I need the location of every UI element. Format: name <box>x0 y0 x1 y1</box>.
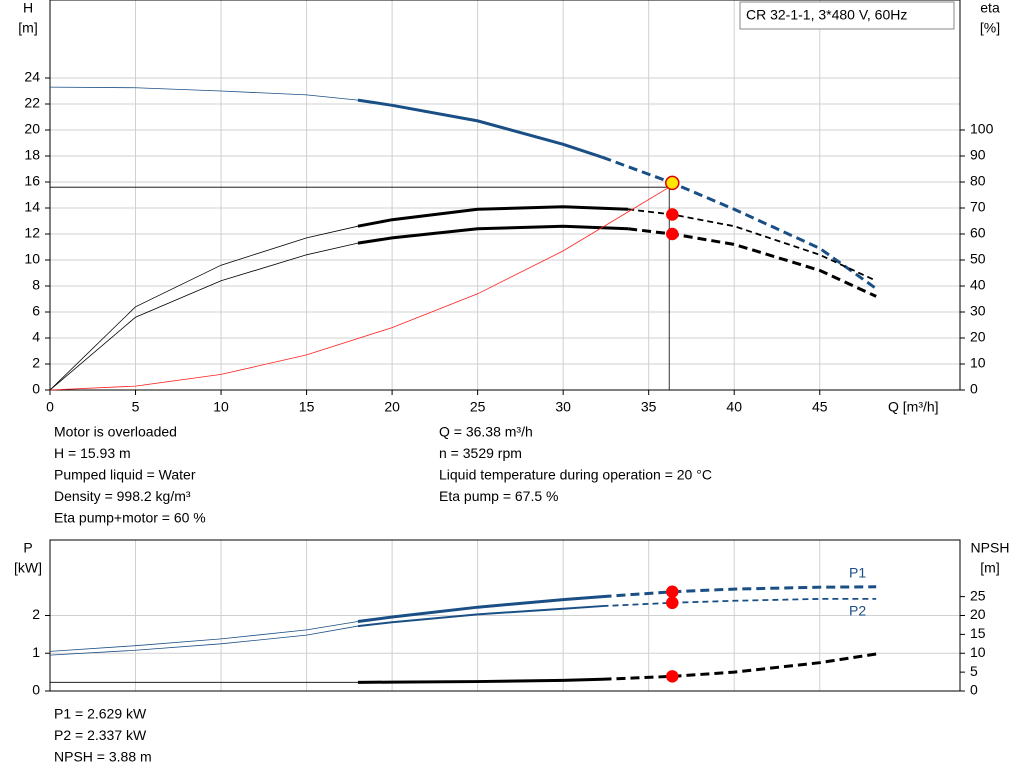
y2-tick-label: 20 <box>970 606 986 622</box>
operating-point <box>666 227 679 241</box>
curve <box>357 595 603 624</box>
curve <box>49 186 670 391</box>
operating-point <box>666 585 679 599</box>
y2-tick-label: 60 <box>970 225 986 241</box>
x-tick-label: 5 <box>132 399 140 415</box>
x-tick-label: 35 <box>641 399 657 415</box>
y2-tick-label: 100 <box>970 121 994 137</box>
y-axis-unit: [m] <box>18 20 37 36</box>
curve <box>627 227 877 298</box>
y2-tick-label: 10 <box>970 644 986 660</box>
info-text: H = 15.93 m <box>54 445 131 461</box>
y2-tick-label: 10 <box>970 355 986 371</box>
x-tick-label: 25 <box>470 399 486 415</box>
curve <box>357 98 603 159</box>
y-axis-label: P <box>23 540 32 556</box>
y2-tick-label: 70 <box>970 199 986 215</box>
x-tick-label: 20 <box>384 399 400 415</box>
y-tick-label: 6 <box>32 303 40 319</box>
curve <box>357 205 629 228</box>
info-text: P2 = 2.337 kW <box>54 727 147 743</box>
curve <box>49 86 358 101</box>
y2-tick-label: 50 <box>970 251 986 267</box>
x-tick-label: 15 <box>299 399 315 415</box>
y-tick-label: 10 <box>24 251 40 267</box>
x-tick-label: 30 <box>555 399 571 415</box>
y2-tick-label: 40 <box>970 277 986 293</box>
info-text: Eta pump+motor = 60 % <box>54 510 206 526</box>
y2-tick-label: 0 <box>970 682 978 698</box>
y-tick-label: 24 <box>24 69 40 85</box>
y-axis-unit: [kW] <box>14 560 42 576</box>
x-tick-label: 40 <box>726 399 742 415</box>
info-text: Motor is overloaded <box>54 424 177 440</box>
y-tick-label: 0 <box>32 381 40 397</box>
series-label: P1 <box>849 565 866 581</box>
curve <box>628 208 877 282</box>
curve <box>602 652 877 681</box>
curve <box>601 155 878 290</box>
y2-tick-label: 5 <box>970 663 978 679</box>
y2-tick-label: 25 <box>970 587 986 603</box>
y-tick-label: 20 <box>24 121 40 137</box>
y-tick-label: 2 <box>32 355 40 371</box>
curve <box>602 597 877 607</box>
operating-point <box>666 208 679 221</box>
info-text: NPSH = 3.88 m <box>54 749 152 765</box>
y-tick-label: 0 <box>32 682 40 698</box>
y-tick-label: 4 <box>32 329 40 345</box>
operating-point <box>666 596 679 610</box>
y-axis-label: H <box>23 0 33 16</box>
y-tick-label: 12 <box>24 225 40 241</box>
plot-frame <box>49 0 961 391</box>
curve <box>49 621 358 652</box>
curve <box>49 625 358 656</box>
y2-tick-label: 30 <box>970 303 986 319</box>
y2-axis-label: NPSH <box>971 540 1010 556</box>
chart-title: CR 32-1-1, 3*480 V, 60Hz <box>746 7 907 23</box>
y-tick-label: 18 <box>24 147 40 163</box>
operating-point <box>666 670 679 683</box>
curve <box>357 605 603 628</box>
x-tick-label: 10 <box>213 399 229 415</box>
info-text: Eta pump = 67.5 % <box>439 488 558 504</box>
series-label: P2 <box>849 603 866 619</box>
y2-axis-unit: [%] <box>980 20 1000 36</box>
x-tick-label: 45 <box>812 399 828 415</box>
y-tick-label: 8 <box>32 277 40 293</box>
y-tick-label: 22 <box>24 95 40 111</box>
curve <box>357 224 629 245</box>
y2-axis-unit: [m] <box>980 560 999 576</box>
y2-axis-label: eta <box>980 0 1000 16</box>
info-text: Pumped liquid = Water <box>54 467 196 483</box>
y2-tick-label: 15 <box>970 625 986 641</box>
info-text: P1 = 2.629 kW <box>54 706 147 722</box>
info-text: Q = 36.38 m³/h <box>439 424 533 440</box>
y-tick-label: 14 <box>24 199 40 215</box>
y2-tick-label: 0 <box>970 381 978 397</box>
curve <box>357 677 603 684</box>
x-axis-label: Q [m³/h] <box>888 399 939 415</box>
curve <box>602 585 877 599</box>
curve <box>49 225 358 391</box>
curve <box>49 242 358 391</box>
y2-tick-label: 80 <box>970 173 986 189</box>
y2-tick-label: 20 <box>970 329 986 345</box>
operating-point <box>665 175 680 191</box>
y-tick-label: 1 <box>32 644 40 660</box>
y-tick-label: 2 <box>32 606 40 622</box>
x-tick-label: 0 <box>46 399 54 415</box>
title-box <box>739 1 955 30</box>
y-tick-label: 16 <box>24 173 40 189</box>
info-text: n = 3529 rpm <box>439 445 522 461</box>
y2-tick-label: 90 <box>970 147 986 163</box>
info-text: Liquid temperature during operation = 20… <box>439 467 712 483</box>
info-text: Density = 998.2 kg/m³ <box>54 488 191 504</box>
